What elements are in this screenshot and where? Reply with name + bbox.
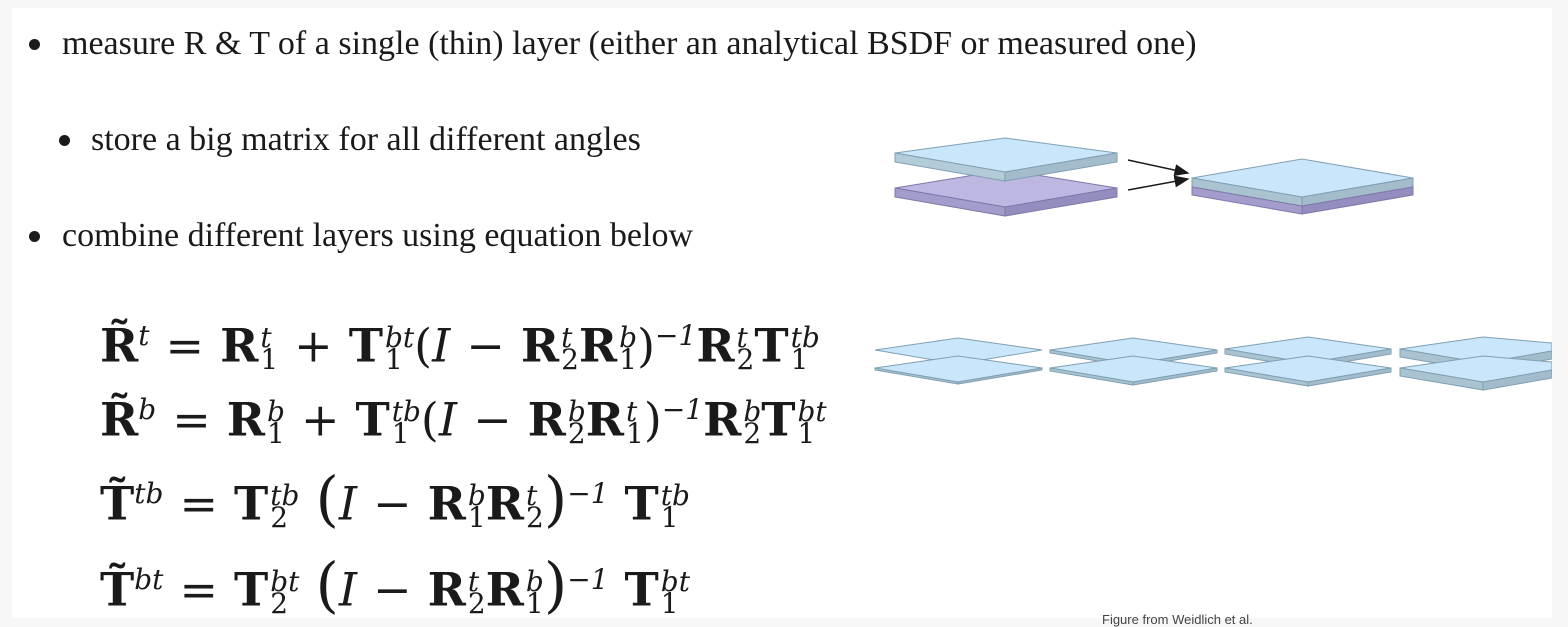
- bullet-2: store a big matrix for all different ang…: [91, 121, 641, 158]
- layer-diagrams: [874, 137, 1552, 391]
- layer-pair-separate: [894, 137, 1118, 217]
- figure-caption: Figure from Weidlich et al.: [1102, 612, 1253, 627]
- eq4-lhs-sup: bt: [134, 563, 164, 596]
- layer-sequence-3: [1224, 336, 1392, 387]
- layer-sequence-2: [1049, 337, 1218, 386]
- layer-sequence-1: [874, 337, 1043, 385]
- arrow-top: [1127, 159, 1190, 177]
- eq3-lhs: T̃: [100, 476, 135, 531]
- eq2-lhs-sup: b: [138, 393, 157, 426]
- eq4-lhs: T̃: [100, 562, 135, 617]
- bullet-dot-1: [29, 39, 40, 50]
- eq2-lhs: R̃: [100, 392, 139, 447]
- layer-sequence-4: [1399, 336, 1552, 391]
- slide: measure R & T of a single (thin) layer (…: [12, 8, 1552, 627]
- bullet-3: combine different layers using equation …: [62, 217, 694, 254]
- eq1-lhs: R̃: [100, 318, 139, 373]
- bullet-dot-2: [59, 135, 70, 146]
- eq1-lhs-sup: t: [138, 319, 150, 352]
- bullet-1: measure R & T of a single (thin) layer (…: [62, 25, 1197, 62]
- layer-combined: [1191, 158, 1414, 215]
- arrow-bottom: [1127, 175, 1190, 191]
- eq3-lhs-sup: tb: [134, 477, 164, 510]
- bullet-dot-3: [29, 231, 40, 242]
